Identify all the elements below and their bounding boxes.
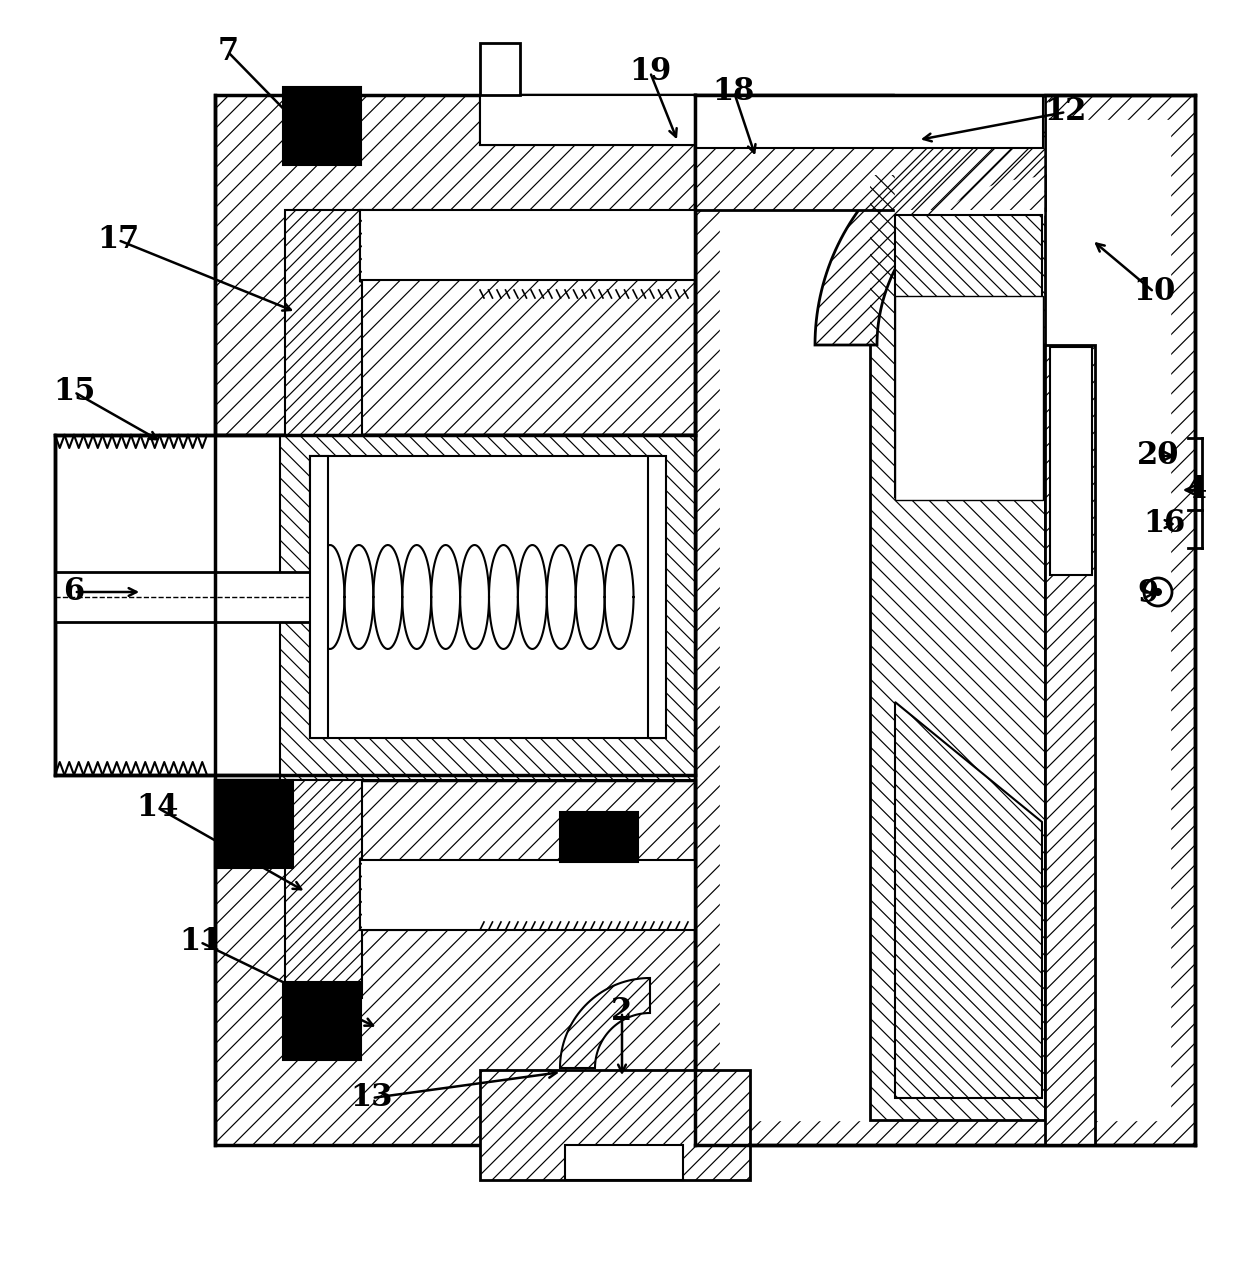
Bar [215,779,293,868]
Text: 2: 2 [611,996,632,1027]
Bar [360,860,694,930]
Text: 11: 11 [179,927,221,958]
Bar [310,456,329,738]
Text: 19: 19 [629,56,671,87]
Text: 7: 7 [217,36,238,68]
Text: 12: 12 [1045,96,1087,127]
Bar [360,211,694,280]
Polygon shape [215,779,694,1145]
Bar [283,87,361,166]
Text: 14: 14 [136,792,180,823]
Text: 13: 13 [351,1082,393,1113]
Bar [560,811,639,862]
Text: 16: 16 [1143,508,1185,539]
Bar [720,119,1171,1120]
Bar [895,0,1043,214]
Polygon shape [895,214,1042,498]
Polygon shape [694,95,1045,211]
Bar [480,42,520,95]
Bar [565,1145,683,1180]
Circle shape [1145,578,1172,606]
Polygon shape [694,95,1195,1145]
Text: 6: 6 [63,577,84,607]
Polygon shape [480,95,694,145]
Text: 18: 18 [713,77,755,108]
Bar [310,456,662,738]
Bar [55,571,315,621]
Bar [649,456,666,738]
Polygon shape [280,435,694,779]
Polygon shape [360,858,432,930]
Bar [895,297,1043,499]
Polygon shape [215,95,694,435]
Polygon shape [285,211,362,435]
Polygon shape [1045,345,1095,1145]
Bar [55,435,694,776]
Text: 15: 15 [53,376,95,407]
Polygon shape [815,116,1045,345]
Bar [283,982,361,1061]
Polygon shape [870,175,1045,1120]
Bar [480,95,694,145]
Polygon shape [360,211,432,282]
Text: 9: 9 [1137,579,1158,610]
Polygon shape [560,978,650,1068]
Circle shape [1154,588,1162,596]
Polygon shape [895,702,1042,1098]
Bar [1050,347,1092,575]
Polygon shape [285,779,362,998]
Text: 4: 4 [1185,475,1207,506]
Bar [694,95,1043,148]
Polygon shape [480,1070,750,1180]
Text: 17: 17 [97,225,139,256]
Text: 10: 10 [1133,276,1176,307]
Text: 20: 20 [1137,440,1179,471]
